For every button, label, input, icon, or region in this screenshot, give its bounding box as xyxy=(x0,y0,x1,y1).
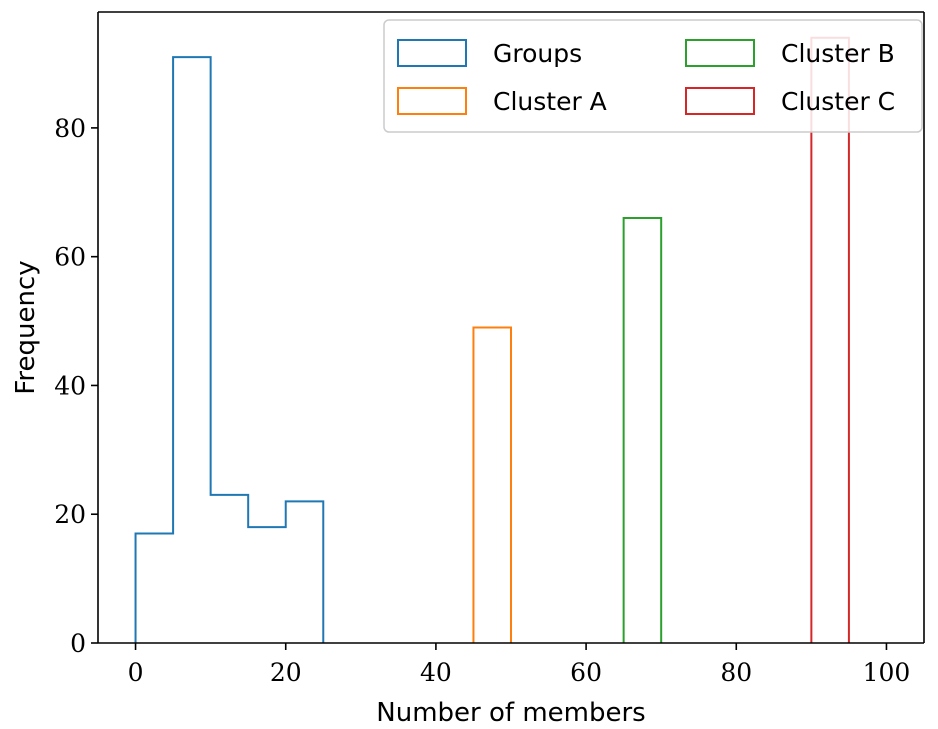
series-outline-cluster-a xyxy=(472,326,512,643)
x-tick-label: 100 xyxy=(863,658,911,687)
y-tick-label: 80 xyxy=(54,114,86,143)
x-axis-title: Number of members xyxy=(376,698,645,728)
legend-label: Cluster C xyxy=(781,87,895,116)
x-tick-label: 0 xyxy=(128,658,144,687)
x-tick-label: 20 xyxy=(270,658,302,687)
legend-label: Cluster B xyxy=(781,39,895,68)
y-tick-label: 40 xyxy=(54,371,86,400)
series-outline-cluster-b xyxy=(622,217,663,643)
y-tick-label: 60 xyxy=(54,243,86,272)
legend-label: Groups xyxy=(493,39,582,68)
y-tick-label: 0 xyxy=(70,629,86,658)
legend-box xyxy=(383,19,923,133)
x-tick-label: 40 xyxy=(420,658,452,687)
y-axis-title: Frequency xyxy=(11,260,41,394)
y-tick-label: 20 xyxy=(54,500,86,529)
series-outline-groups xyxy=(134,56,325,643)
legend-label: Cluster A xyxy=(493,87,607,116)
legend-swatch xyxy=(397,87,467,115)
axes-layer: 0 20 40 60 80 100 0 20 40 60 80 xyxy=(54,11,925,687)
x-tick-label: 80 xyxy=(720,658,752,687)
legend-swatch xyxy=(397,39,467,67)
legend-swatch xyxy=(685,87,755,115)
legend-swatch xyxy=(685,39,755,67)
legend: Groups Cluster A Cluster B Cluster C xyxy=(383,19,923,133)
x-tick-label: 60 xyxy=(570,658,602,687)
